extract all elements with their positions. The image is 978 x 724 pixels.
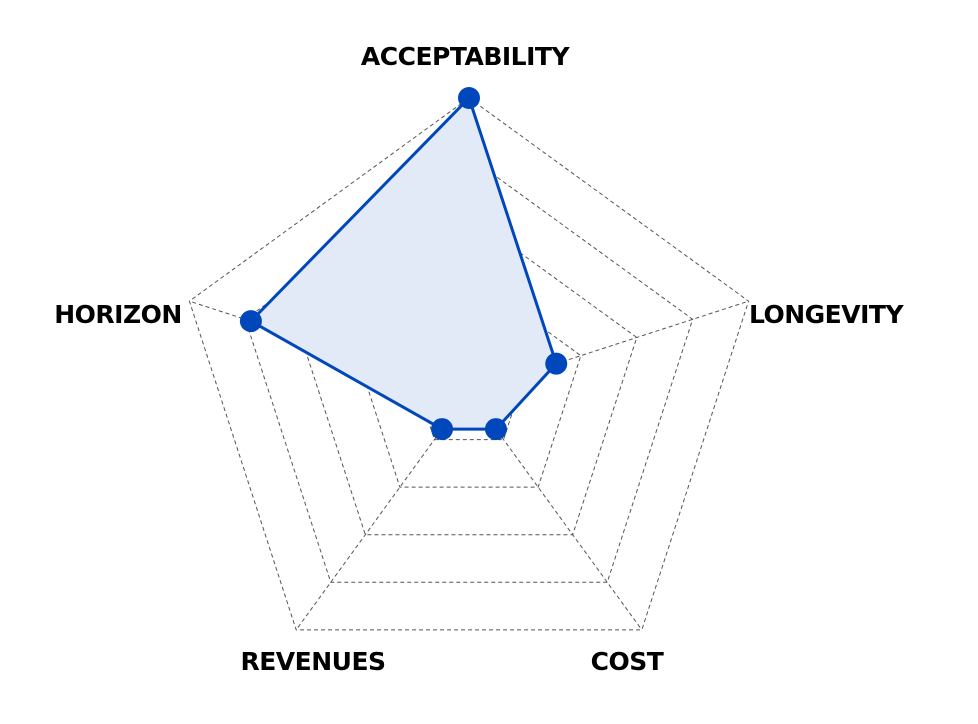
axis-label-cost: COST (591, 647, 664, 676)
radar-series (239, 87, 568, 441)
grid-ring (188, 97, 750, 631)
data-point-horizon (239, 310, 262, 333)
axis-label-longevity: LONGEVITY (749, 300, 905, 329)
data-point-cost (484, 418, 507, 441)
data-point-longevity (545, 352, 568, 375)
axis-label-horizon: HORIZON (54, 300, 182, 329)
data-point-acceptability (458, 87, 480, 109)
axis-labels: ACCEPTABILITY LONGEVITY COST REVENUES HORIZO… (54, 42, 905, 676)
data-point-revenues (431, 418, 454, 441)
axis-label-acceptability: ACCEPTABILITY (361, 42, 571, 71)
axis-label-revenues: REVENUES (240, 647, 385, 676)
series-area (249, 96, 558, 431)
